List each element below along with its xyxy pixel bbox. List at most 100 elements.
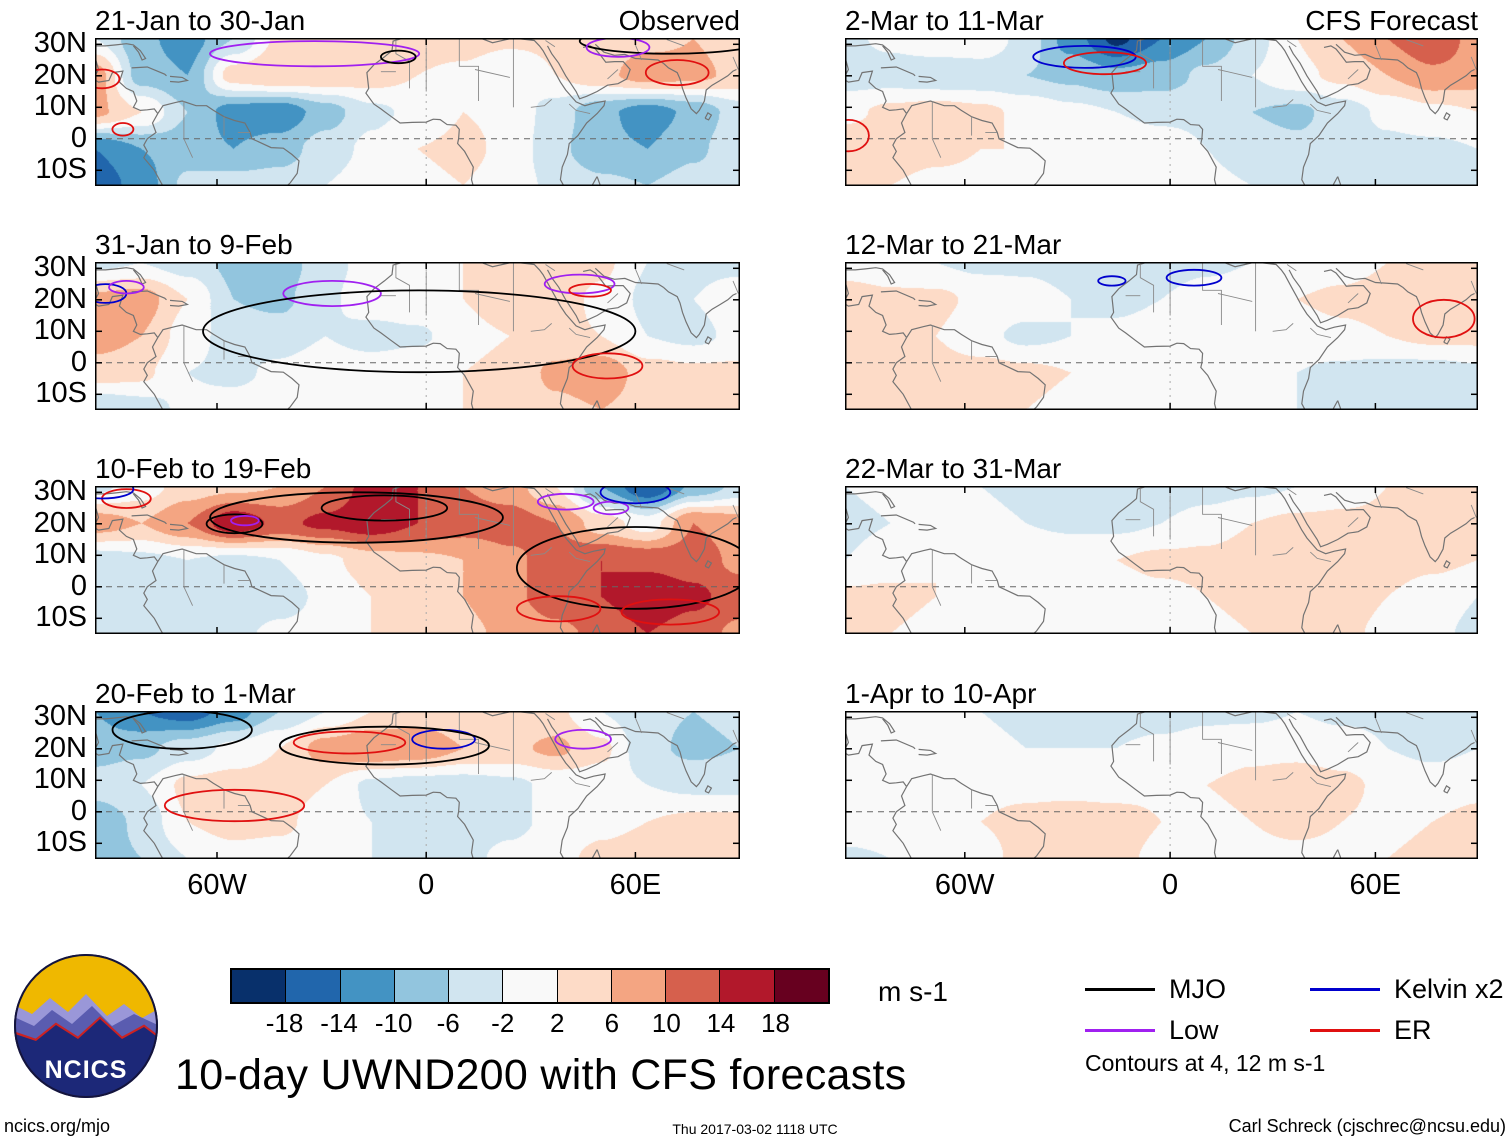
colorbar-segment	[720, 970, 775, 1002]
panel-title-row: 10-Feb to 19-Feb	[95, 453, 740, 485]
map-canvas-panel-2	[95, 262, 740, 410]
y-axis-label: 20N	[33, 731, 87, 764]
y-axis-label: 10N	[33, 763, 87, 796]
colorbar-tick-label: 10	[651, 1008, 681, 1038]
legend-label: ER	[1394, 1014, 1432, 1045]
y-axis-label: 10N	[33, 90, 87, 123]
panel-date-range: 2-Mar to 11-Mar	[845, 5, 1044, 36]
x-axis-label: 60W	[187, 869, 247, 901]
panel-title-row: 1-Apr to 10-Apr	[845, 678, 1478, 710]
map-canvas-panel-8	[845, 711, 1478, 859]
panel-title-row: 12-Mar to 21-Mar	[845, 229, 1478, 261]
logo-mountains-dark	[15, 1019, 157, 1097]
panel-title-row: 22-Mar to 31-Mar	[845, 453, 1478, 485]
colorbar-tick-label: 18	[760, 1008, 790, 1038]
colorbar-segment	[666, 970, 721, 1002]
legend-line-kelvin	[1310, 987, 1380, 991]
y-axis-label: 10S	[35, 377, 87, 410]
panel-title-row: 2-Mar to 11-Mar CFS Forecast	[845, 5, 1478, 37]
map-canvas-panel-1	[95, 38, 740, 186]
panel-title-row: 20-Feb to 1-Mar	[95, 678, 740, 710]
panel-date-range: 20-Feb to 1-Mar	[95, 678, 296, 709]
colorbar-units-label: m s-1	[878, 976, 948, 1007]
y-axis-label: 30N	[33, 475, 87, 508]
map-canvas-panel-4	[95, 711, 740, 859]
map-overlay-panel-5	[845, 38, 1478, 186]
footer-timestamp: Thu 2017-03-02 1118 UTC	[672, 1121, 838, 1137]
x-axis-label: 60E	[1349, 869, 1402, 901]
colorbar-segment	[340, 970, 395, 1002]
colorbar-segment	[449, 970, 504, 1002]
colorbar-tick-label: 14	[706, 1008, 736, 1038]
colorbar-tick-label: -6	[436, 1008, 460, 1038]
colorbar-tick-label: 2	[550, 1008, 565, 1038]
footer-url: ncics.org/mjo	[4, 1116, 111, 1136]
column-header: Observed	[618, 5, 740, 36]
panel-date-range: 1-Apr to 10-Apr	[845, 678, 1037, 709]
map-overlay-panel-7	[845, 486, 1478, 634]
map-overlay-panel-1	[95, 38, 740, 186]
legend-line-low	[1085, 1028, 1155, 1032]
map-canvas-panel-7	[845, 486, 1478, 634]
page-title: 10-day UWND200 with CFS forecasts	[175, 1051, 907, 1099]
map-overlay-panel-4	[95, 711, 740, 859]
colorbar-tick-label: -10	[374, 1008, 413, 1038]
y-axis-label: 30N	[33, 251, 87, 284]
panel-date-range: 21-Jan to 30-Jan	[95, 5, 306, 36]
logo-text: NCICS	[45, 1056, 128, 1084]
y-axis-label: 10N	[33, 538, 87, 571]
map-overlay-panel-3	[95, 486, 740, 634]
y-axis-label: 0	[70, 794, 87, 827]
y-axis-label: 20N	[33, 506, 87, 539]
map-canvas-panel-5	[845, 38, 1478, 186]
legend-line-er	[1310, 1028, 1380, 1032]
y-axis-label: 10S	[35, 601, 87, 634]
colorbar-segment	[394, 970, 450, 1002]
map-canvas-panel-6	[845, 262, 1478, 410]
column-header: CFS Forecast	[1305, 5, 1478, 36]
footer-author: Carl Schreck (cjschrec@ncsu.edu)	[1228, 1116, 1506, 1136]
y-axis-label: 10N	[33, 314, 87, 347]
legend-note: Contours at 4, 12 m s-1	[1085, 1050, 1326, 1076]
panel-date-range: 10-Feb to 19-Feb	[95, 453, 312, 484]
colorbar-segment	[286, 970, 341, 1002]
legend-item-mjo: MJO	[1085, 974, 1226, 1004]
legend-line-mjo	[1085, 987, 1155, 991]
y-axis-label: 20N	[33, 282, 87, 315]
colorbar-segment	[503, 970, 558, 1002]
x-axis-label: 60E	[609, 869, 662, 901]
colorbar-tick-label: -2	[491, 1008, 515, 1038]
x-axis-label: 0	[1161, 869, 1179, 901]
x-axis-label: 60W	[934, 869, 995, 901]
colorbar	[230, 968, 830, 1004]
colorbar-segment	[774, 970, 828, 1002]
panel-title-row: 21-Jan to 30-Jan Observed	[95, 5, 740, 37]
logo-ring	[14, 954, 158, 1098]
panel-date-range: 31-Jan to 9-Feb	[95, 229, 293, 260]
y-axis-label: 0	[70, 121, 87, 154]
y-axis-label: 20N	[33, 58, 87, 91]
logo-ridge-line	[15, 1016, 157, 1042]
legend-item-er: ER	[1310, 1015, 1432, 1045]
x-axis-label: 0	[418, 869, 435, 901]
map-overlay-panel-8	[845, 711, 1478, 859]
colorbar-tick-label: -18	[265, 1008, 304, 1038]
legend-label: Low	[1169, 1014, 1219, 1045]
colorbar-segment	[232, 970, 287, 1002]
legend-item-low: Low	[1085, 1015, 1219, 1045]
panel-date-range: 12-Mar to 21-Mar	[845, 229, 1062, 260]
y-axis-label: 10S	[35, 826, 87, 859]
panel-title-row: 31-Jan to 9-Feb	[95, 229, 740, 261]
map-overlay-panel-2	[95, 262, 740, 410]
y-axis-label: 30N	[33, 700, 87, 733]
y-axis-label: 0	[70, 345, 87, 378]
colorbar-segment	[611, 970, 667, 1002]
colorbar-segment	[557, 970, 612, 1002]
colorbar-tick-label: -14	[320, 1008, 358, 1038]
y-axis-label: 30N	[33, 27, 87, 60]
map-overlay-panel-6	[845, 262, 1478, 410]
panel-date-range: 22-Mar to 31-Mar	[845, 453, 1062, 484]
legend-item-kelvin: Kelvin x2	[1310, 974, 1504, 1004]
colorbar-tick-label: 6	[604, 1008, 620, 1038]
